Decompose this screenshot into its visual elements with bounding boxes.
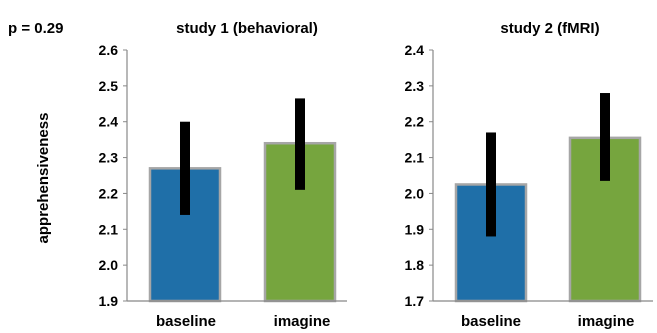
category-label-imagine: imagine [274, 313, 331, 330]
y-tick-label: 2.4 [405, 42, 425, 58]
y-tick-label: 2.1 [405, 150, 425, 166]
y-axis-label: apprehensiveness [35, 113, 52, 244]
y-tick-label: 2.5 [99, 78, 119, 94]
error-bar-imagine [295, 98, 305, 190]
y-tick-label: 1.9 [99, 293, 119, 309]
y-tick-label: 2.0 [405, 185, 425, 201]
y-tick-label: 1.8 [405, 257, 425, 273]
y-tick-label: 2.3 [99, 150, 119, 166]
y-tick-label: 2.3 [405, 78, 425, 94]
y-tick-label: 2.1 [99, 221, 119, 237]
y-tick-label: 2.2 [405, 114, 425, 130]
y-tick-label: 2.4 [99, 114, 119, 130]
category-label-imagine: imagine [578, 313, 635, 330]
p-value-label: p = 0.29 [8, 20, 63, 37]
category-label-baseline: baseline [156, 313, 216, 330]
y-tick-label: 2.0 [99, 257, 119, 273]
panel-study-2: study 2 (fMRI) 1.7 1.8 1.9 2.0 2.1 2.2 2.3 2.4 ba… [405, 20, 653, 330]
chart-title: study 1 (behavioral) [176, 20, 318, 37]
error-bar-imagine [600, 93, 610, 181]
panel-study-1: study 1 (behavioral) 1.9 2.0 2.1 2.2 2.3 2.4 2.… [99, 20, 347, 330]
y-tick-label: 1.9 [405, 221, 425, 237]
error-bar-baseline [486, 132, 496, 237]
y-tick-label: 2.2 [99, 185, 119, 201]
y-tick-label: 2.6 [99, 42, 119, 58]
y-tick-label: 1.7 [405, 293, 425, 309]
error-bar-baseline [180, 121, 190, 215]
category-label-baseline: baseline [461, 313, 521, 330]
chart-title: study 2 (fMRI) [500, 20, 599, 37]
